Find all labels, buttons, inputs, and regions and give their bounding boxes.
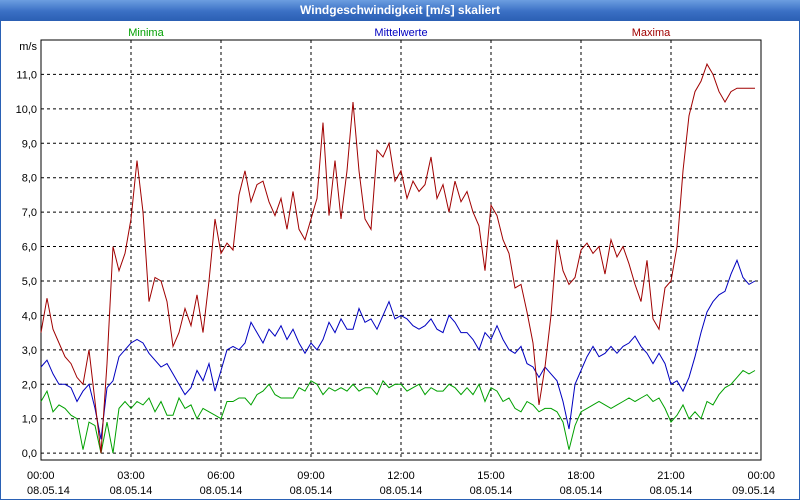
legend-label-mittelwerte: Mittelwerte bbox=[374, 27, 427, 39]
y-axis-unit-label: m/s bbox=[19, 41, 37, 53]
y-tick-label: 4,0 bbox=[22, 310, 37, 322]
x-tick-date-label: 08.05.14 bbox=[290, 485, 333, 497]
legend-label-maxima: Maxima bbox=[632, 27, 671, 39]
axes-group: 0,0 1,0 2,0 3,0 4,0 5,0 6,0 7,0 8,0 9,0 10,0 11,0 00… bbox=[16, 41, 775, 497]
x-tick-time-label: 03:00 bbox=[117, 470, 145, 482]
y-tick-label: 11,0 bbox=[16, 69, 37, 81]
chart-title: Windgeschwindigkeit [m/s] skaliert bbox=[0, 0, 800, 21]
x-tick-date-label: 08.05.14 bbox=[110, 485, 153, 497]
legend-group: Minima Mittelwerte Maxima bbox=[128, 27, 671, 39]
y-tick-label: 10,0 bbox=[16, 104, 37, 116]
series-line-maxima bbox=[40, 62, 755, 454]
series-line-mittelwerte bbox=[40, 258, 756, 440]
y-tick-label: 5,0 bbox=[22, 276, 37, 288]
y-tick-label: 6,0 bbox=[22, 242, 37, 254]
y-tick-label: 3,0 bbox=[22, 345, 37, 357]
series-line-minima bbox=[40, 369, 756, 454]
series-group bbox=[40, 62, 756, 454]
x-tick-date-label: 08.05.14 bbox=[200, 485, 243, 497]
x-tick-time-label: 00:00 bbox=[27, 470, 55, 482]
x-tick-time-label: 15:00 bbox=[477, 470, 505, 482]
x-tick-time-label: 06:00 bbox=[207, 470, 235, 482]
y-tick-label: 8,0 bbox=[22, 173, 37, 185]
x-tick-date-label: 08.05.14 bbox=[380, 485, 423, 497]
y-tick-label: 1,0 bbox=[22, 414, 37, 426]
x-tick-time-label: 21:00 bbox=[657, 470, 685, 482]
x-tick-time-label: 12:00 bbox=[387, 470, 415, 482]
x-tick-time-label: 00:00 bbox=[747, 470, 775, 482]
x-tick-date-label: 08.05.14 bbox=[27, 485, 70, 497]
y-tick-label: 0,0 bbox=[22, 448, 37, 460]
y-tick-label: 7,0 bbox=[22, 207, 37, 219]
legend-label-minima: Minima bbox=[128, 27, 164, 39]
x-tick-time-label: 09:00 bbox=[297, 470, 325, 482]
x-tick-date-label: 09.05.14 bbox=[732, 485, 775, 497]
x-tick-date-label: 08.05.14 bbox=[650, 485, 693, 497]
y-tick-label: 9,0 bbox=[22, 138, 37, 150]
y-tick-label: 2,0 bbox=[22, 379, 37, 391]
x-tick-date-label: 08.05.14 bbox=[560, 485, 603, 497]
x-tick-date-label: 08.05.14 bbox=[470, 485, 513, 497]
x-tick-time-label: 18:00 bbox=[567, 470, 595, 482]
